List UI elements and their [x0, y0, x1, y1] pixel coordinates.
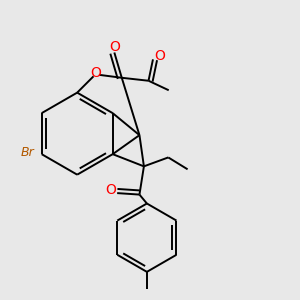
- Text: O: O: [91, 66, 101, 80]
- Text: Br: Br: [20, 146, 34, 159]
- Text: O: O: [109, 40, 120, 54]
- Text: O: O: [154, 50, 165, 63]
- Text: O: O: [105, 182, 116, 197]
